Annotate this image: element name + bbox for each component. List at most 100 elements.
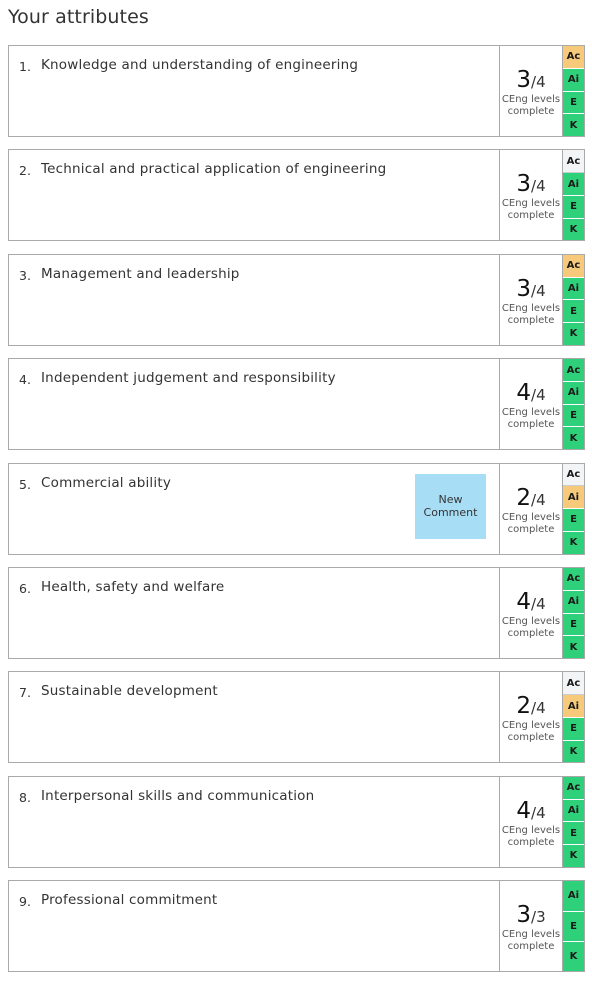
attribute-number: 5. bbox=[19, 476, 31, 492]
score-subtitle: CEng levels complete bbox=[501, 929, 561, 953]
score-completed: 3 bbox=[516, 67, 532, 93]
score-total: /4 bbox=[531, 177, 546, 196]
level-badge-k: K bbox=[563, 323, 584, 345]
score-total: /3 bbox=[531, 908, 546, 927]
score-value: 4/4 bbox=[516, 590, 545, 616]
attribute-card[interactable]: 6. Health, safety and welfare 4/4 CEng leve… bbox=[8, 567, 585, 659]
level-badge-ai: Ai bbox=[563, 68, 584, 92]
attribute-number: 1. bbox=[19, 59, 31, 74]
score-completed: 4 bbox=[516, 797, 532, 824]
score-panel: 2/4 CEng levels complete bbox=[499, 672, 562, 763]
attribute-main[interactable]: 3. Management and leadership bbox=[9, 255, 499, 345]
score-value: 4/4 bbox=[516, 381, 545, 407]
score-value: 3/4 bbox=[516, 172, 545, 198]
score-value: 2/4 bbox=[516, 486, 545, 512]
level-indicators: Ac Ai E K bbox=[562, 776, 584, 867]
level-badge-e: E bbox=[563, 911, 584, 942]
score-completed: 3 bbox=[516, 902, 532, 929]
score-total: /4 bbox=[531, 281, 546, 300]
level-badge-ai: Ai bbox=[563, 277, 584, 301]
score-subtitle: CEng levels complete bbox=[501, 511, 561, 535]
score-value: 3/4 bbox=[516, 277, 545, 303]
attribute-title[interactable]: Management and leadership bbox=[41, 265, 240, 282]
level-badge-e: E bbox=[563, 404, 584, 428]
attribute-card[interactable]: 9. Professional commitment 3/3 CEng levels … bbox=[8, 880, 585, 973]
score-panel: 4/4 CEng levels complete bbox=[499, 359, 562, 450]
level-badge-k: K bbox=[563, 427, 584, 450]
level-badge-ai: Ai bbox=[563, 173, 584, 196]
score-completed: 4 bbox=[516, 589, 532, 615]
score-subtitle: CEng levels complete bbox=[501, 94, 561, 117]
attribute-main[interactable]: 9. Professional commitment bbox=[9, 881, 499, 971]
attribute-main[interactable]: 8. Interpersonal skills and communication bbox=[9, 777, 499, 867]
level-indicators: Ac Ai E K bbox=[562, 672, 584, 763]
attribute-card[interactable]: 4. Independent judgement and responsibili… bbox=[8, 358, 585, 451]
level-badge-ac: Ac bbox=[563, 463, 584, 487]
attribute-number: 9. bbox=[19, 894, 31, 910]
score-total: /4 bbox=[531, 386, 546, 405]
attribute-card[interactable]: 2. Technical and practical application of… bbox=[8, 149, 585, 242]
attribute-main[interactable]: 2. Technical and practical application of… bbox=[9, 150, 499, 240]
score-subtitle: CEng levels complete bbox=[501, 407, 561, 431]
score-completed: 3 bbox=[516, 275, 532, 302]
level-badge-e: E bbox=[563, 91, 584, 115]
level-badge-k: K bbox=[563, 114, 584, 136]
page-title: Your attributes bbox=[8, 6, 149, 28]
attribute-number: 7. bbox=[19, 685, 31, 701]
level-badge-ai: Ai bbox=[563, 486, 584, 510]
attribute-title[interactable]: Commercial ability bbox=[41, 474, 172, 491]
level-badge-ac: Ac bbox=[563, 568, 584, 591]
level-indicators: Ai E K bbox=[562, 881, 584, 972]
attribute-title[interactable]: Technical and practical application of e… bbox=[41, 161, 387, 178]
score-subtitle: CEng levels complete bbox=[501, 616, 561, 639]
attribute-card[interactable]: 1. Knowledge and understanding of enginee… bbox=[8, 45, 585, 137]
attribute-number: 6. bbox=[19, 581, 31, 596]
score-panel: 3/3 CEng levels complete bbox=[499, 881, 562, 972]
attribute-main[interactable]: 7. Sustainable development bbox=[9, 672, 499, 762]
attribute-title[interactable]: Professional commitment bbox=[41, 892, 218, 909]
level-badge-ac: Ac bbox=[563, 254, 584, 278]
level-indicators: Ac Ai E K bbox=[562, 568, 584, 658]
level-badge-k: K bbox=[563, 218, 584, 241]
level-badge-e: E bbox=[563, 195, 584, 219]
level-indicators: Ac Ai E K bbox=[562, 150, 584, 241]
attribute-main[interactable]: 6. Health, safety and welfare bbox=[9, 568, 499, 658]
score-panel: 3/4 CEng levels complete bbox=[499, 150, 562, 241]
level-badge-k: K bbox=[563, 941, 584, 972]
attribute-main[interactable]: 5. Commercial ability New Comment bbox=[9, 464, 499, 554]
attribute-title[interactable]: Health, safety and welfare bbox=[41, 579, 225, 595]
attribute-card[interactable]: 5. Commercial ability New Comment 2/4 CEng l… bbox=[8, 462, 585, 555]
attribute-title[interactable]: Sustainable development bbox=[41, 683, 218, 700]
level-badge-ai: Ai bbox=[563, 881, 584, 912]
level-badge-e: E bbox=[563, 717, 584, 741]
score-value: 4/4 bbox=[516, 799, 545, 825]
attribute-number: 3. bbox=[19, 267, 31, 283]
level-badge-ac: Ac bbox=[563, 46, 584, 69]
new-comment-button[interactable]: New Comment bbox=[415, 473, 486, 539]
attribute-title[interactable]: Interpersonal skills and communication bbox=[41, 787, 315, 804]
level-badge-ac: Ac bbox=[563, 359, 584, 382]
level-badge-e: E bbox=[563, 509, 584, 532]
score-total: /4 bbox=[531, 699, 546, 718]
score-total: /4 bbox=[531, 490, 546, 509]
score-subtitle: CEng levels complete bbox=[501, 198, 561, 222]
level-badge-e: E bbox=[563, 822, 584, 846]
level-badge-ai: Ai bbox=[563, 695, 584, 718]
attribute-main[interactable]: 4. Independent judgement and responsibili… bbox=[9, 359, 499, 449]
score-value: 2/4 bbox=[516, 694, 545, 720]
score-panel: 2/4 CEng levels complete bbox=[499, 463, 562, 554]
attribute-card[interactable]: 8. Interpersonal skills and communication… bbox=[8, 775, 585, 868]
level-badge-k: K bbox=[563, 636, 584, 658]
attribute-number: 8. bbox=[19, 789, 31, 805]
score-panel: 3/4 CEng levels complete bbox=[499, 254, 562, 345]
score-panel: 4/4 CEng levels complete bbox=[499, 568, 562, 658]
level-badge-k: K bbox=[563, 740, 584, 763]
score-total: /4 bbox=[531, 803, 546, 822]
attribute-card[interactable]: 7. Sustainable development 2/4 CEng levels … bbox=[8, 671, 585, 764]
attribute-title[interactable]: Knowledge and understanding of engineeri… bbox=[41, 57, 359, 73]
attribute-card[interactable]: 3. Management and leadership 3/4 CEng level… bbox=[8, 253, 585, 346]
attribute-main[interactable]: 1. Knowledge and understanding of enginee… bbox=[9, 46, 499, 136]
level-badge-e: E bbox=[563, 613, 584, 637]
attribute-title[interactable]: Independent judgement and responsibility bbox=[41, 370, 336, 387]
level-badge-k: K bbox=[563, 531, 584, 554]
